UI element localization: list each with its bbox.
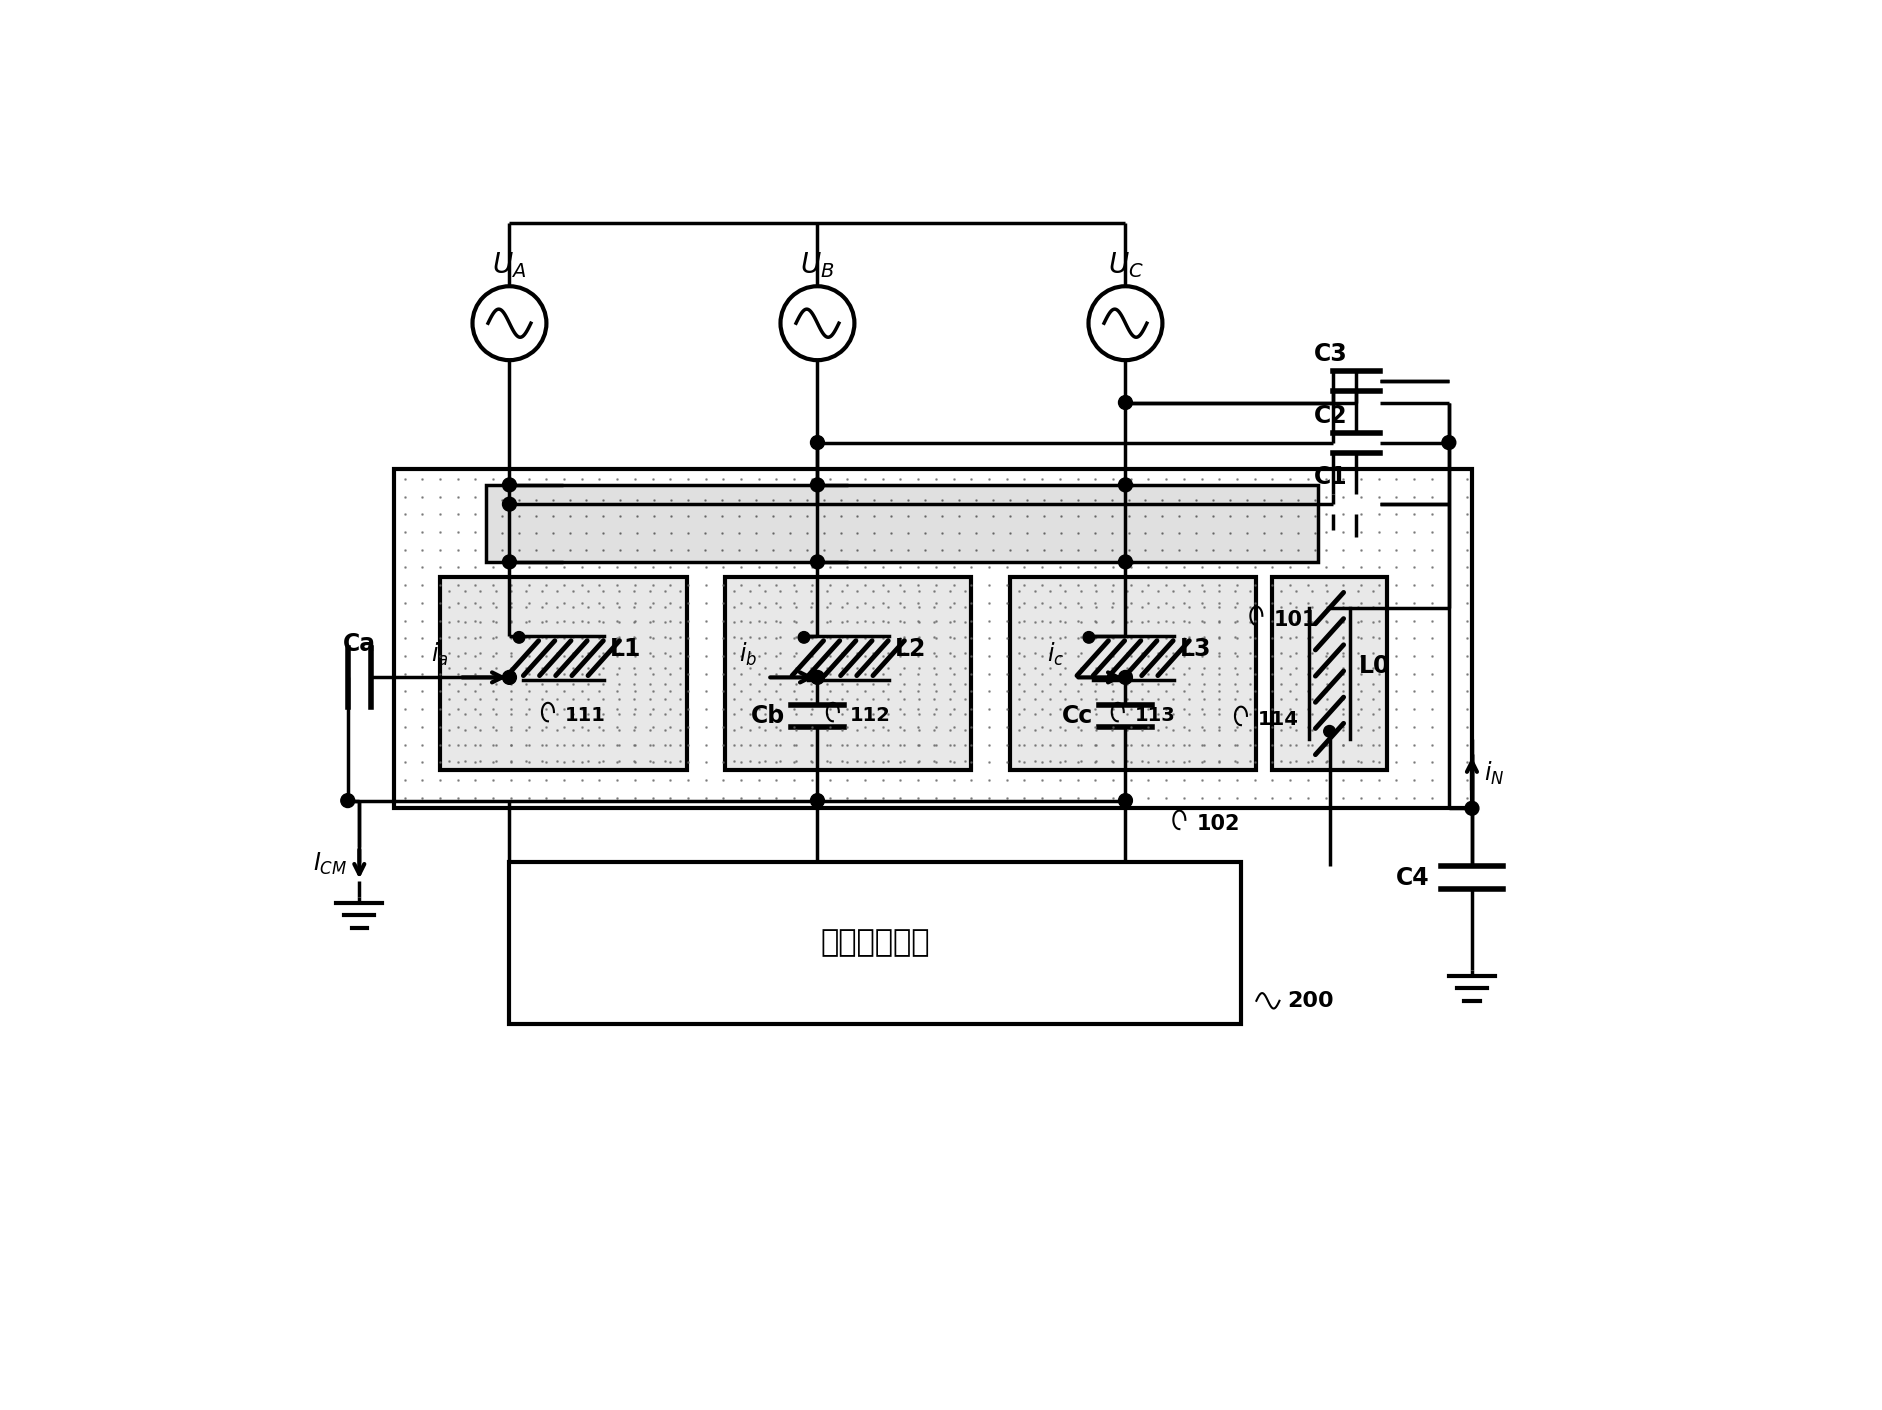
Circle shape — [811, 556, 824, 568]
Circle shape — [1118, 556, 1133, 568]
Circle shape — [1118, 478, 1133, 492]
Bar — [440, 577, 687, 770]
Text: Ca: Ca — [343, 632, 376, 656]
Circle shape — [1323, 726, 1336, 737]
Text: L3: L3 — [1180, 637, 1212, 661]
Circle shape — [514, 632, 525, 643]
Text: $i_b$: $i_b$ — [740, 642, 757, 668]
Circle shape — [811, 478, 824, 492]
Circle shape — [1084, 632, 1095, 643]
Text: C4: C4 — [1396, 866, 1430, 890]
Text: C1: C1 — [1314, 465, 1348, 489]
Text: Cc: Cc — [1061, 704, 1093, 728]
Circle shape — [502, 498, 516, 510]
Circle shape — [1118, 794, 1133, 808]
Text: 102: 102 — [1197, 814, 1240, 833]
Text: $U_B$: $U_B$ — [800, 251, 836, 281]
Bar — [486, 485, 1317, 563]
Circle shape — [798, 632, 809, 643]
Circle shape — [502, 478, 516, 492]
Text: 101: 101 — [1274, 609, 1317, 630]
Text: L2: L2 — [894, 637, 926, 661]
Circle shape — [811, 671, 824, 684]
Text: 200: 200 — [1287, 991, 1334, 1011]
Text: $i_a$: $i_a$ — [431, 642, 450, 668]
Bar — [725, 577, 971, 770]
Text: 112: 112 — [851, 706, 890, 725]
Bar — [1011, 577, 1257, 770]
Text: $U_C$: $U_C$ — [1107, 251, 1144, 281]
Circle shape — [1464, 801, 1479, 815]
Text: Cb: Cb — [751, 704, 785, 728]
Bar — [510, 862, 1240, 1024]
Circle shape — [1118, 671, 1133, 684]
Circle shape — [502, 671, 516, 684]
Circle shape — [1442, 436, 1457, 450]
Text: $I_{CM}$: $I_{CM}$ — [314, 852, 348, 877]
Text: L0: L0 — [1359, 654, 1391, 678]
Circle shape — [811, 794, 824, 808]
Text: 113: 113 — [1135, 706, 1176, 725]
Text: 111: 111 — [565, 706, 606, 725]
Text: 功率变换电路: 功率变换电路 — [821, 929, 930, 957]
Text: $i_c$: $i_c$ — [1048, 642, 1065, 668]
Circle shape — [502, 556, 516, 568]
Circle shape — [811, 436, 824, 450]
Bar — [393, 470, 1472, 808]
Text: C2: C2 — [1314, 403, 1348, 427]
Text: $U_A$: $U_A$ — [493, 251, 527, 281]
Circle shape — [341, 794, 354, 808]
Text: C3: C3 — [1314, 343, 1348, 367]
Bar — [1272, 577, 1387, 770]
Text: L1: L1 — [610, 637, 642, 661]
Text: $i_N$: $i_N$ — [1483, 760, 1504, 787]
Circle shape — [1118, 396, 1133, 409]
Text: 114: 114 — [1257, 711, 1299, 729]
